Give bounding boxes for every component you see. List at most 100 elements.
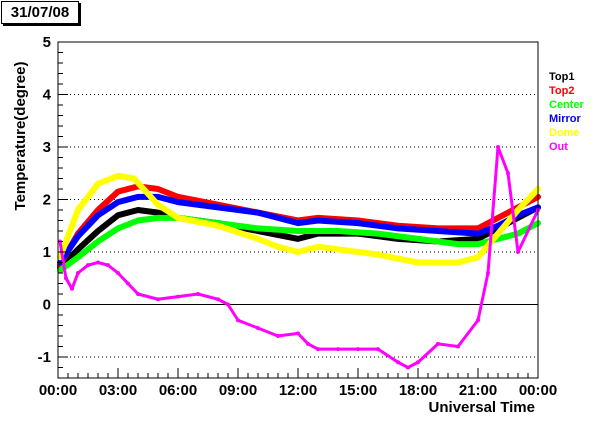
data-point (216, 297, 220, 302)
series-line (57, 172, 541, 266)
data-point (356, 347, 360, 352)
y-tick-label: 0 (43, 297, 51, 314)
y-tick-label: 5 (43, 34, 51, 51)
data-point (295, 236, 301, 242)
x-tick-label: 18:00 (399, 382, 437, 399)
data-point (515, 207, 521, 213)
data-point (316, 347, 320, 352)
data-point (76, 271, 80, 275)
data-point (70, 286, 74, 291)
data-point (375, 252, 381, 258)
data-point (415, 260, 421, 265)
data-point (276, 334, 280, 338)
data-point (255, 210, 261, 216)
data-point (495, 223, 501, 229)
data-point (226, 302, 230, 307)
series-dome (57, 172, 541, 266)
legend-entry-center: Center (549, 99, 585, 111)
series-group (57, 145, 541, 370)
data-point (95, 239, 101, 244)
data-point (215, 223, 221, 229)
data-point (57, 267, 63, 273)
data-point (126, 281, 130, 286)
data-point (336, 347, 340, 352)
data-point (135, 207, 141, 213)
data-point (95, 181, 101, 187)
data-point (436, 341, 440, 346)
legend-entry-top1: Top1 (549, 71, 574, 83)
data-point (255, 225, 261, 231)
data-point (96, 260, 100, 265)
data-point (395, 225, 401, 231)
data-point (236, 318, 240, 323)
data-point (155, 215, 161, 221)
data-point (475, 231, 481, 237)
data-point (136, 292, 140, 296)
data-point (315, 218, 321, 223)
data-point (456, 344, 460, 349)
series-line (57, 214, 541, 274)
data-point (295, 228, 301, 234)
plot-border (57, 41, 539, 379)
data-point (396, 360, 400, 365)
data-point (75, 254, 81, 260)
data-point (196, 292, 200, 296)
data-point (295, 220, 301, 226)
data-point (475, 254, 481, 260)
data-point (255, 236, 261, 242)
data-point (86, 263, 90, 268)
legend-entry-mirror: Mirror (549, 113, 582, 125)
axes: -1 0 1 2 3 4 5 00:00 03:00 06:00 09:00 12:00 15:00 18… (38, 34, 558, 399)
data-point (275, 244, 281, 250)
data-point (376, 347, 380, 352)
data-point (116, 271, 120, 275)
y-tick-label: -1 (38, 349, 51, 366)
data-point (155, 194, 161, 200)
data-point (106, 263, 110, 268)
data-point (176, 294, 180, 299)
legend: Top1 Top2 Center Mirror Dome Out (549, 71, 585, 153)
legend-entry-top2: Top2 (549, 85, 574, 97)
data-point (95, 228, 101, 234)
data-point (375, 231, 381, 237)
data-point (135, 194, 141, 200)
data-point (156, 297, 160, 302)
data-point (175, 215, 181, 221)
x-tick-label: 15:00 (339, 382, 377, 399)
data-point (516, 250, 520, 254)
series-line (57, 193, 541, 266)
x-tick-label: 12:00 (279, 382, 317, 399)
data-point (295, 249, 301, 255)
data-point (215, 204, 221, 210)
x-tick-label: 00:00 (519, 382, 557, 399)
data-point (115, 199, 121, 205)
data-point (75, 207, 81, 213)
data-point (256, 326, 260, 331)
data-point (455, 260, 461, 265)
legend-entry-out: Out (549, 141, 568, 153)
data-point (416, 360, 420, 365)
legend-entry-dome: Dome (549, 127, 580, 139)
x-tick-label: 00:00 (39, 382, 77, 399)
data-point (306, 341, 310, 346)
series-line (57, 204, 541, 271)
x-axis-title: Universal Time (429, 399, 535, 416)
data-point (75, 246, 81, 252)
x-tick-label: 06:00 (159, 382, 197, 399)
data-point (355, 220, 361, 226)
x-tick-label: 09:00 (219, 382, 257, 399)
series-out (58, 145, 540, 370)
data-point (175, 194, 181, 200)
data-point (506, 171, 510, 176)
data-point (155, 186, 161, 192)
date-label: 31/07/08 (1, 1, 79, 24)
data-point (475, 225, 481, 231)
data-point (475, 241, 481, 247)
data-point (475, 236, 481, 242)
data-point (476, 318, 480, 323)
data-point (335, 246, 341, 252)
y-tick-label: 3 (43, 139, 51, 156)
data-point (175, 199, 181, 205)
y-tick-label: 4 (43, 87, 52, 104)
